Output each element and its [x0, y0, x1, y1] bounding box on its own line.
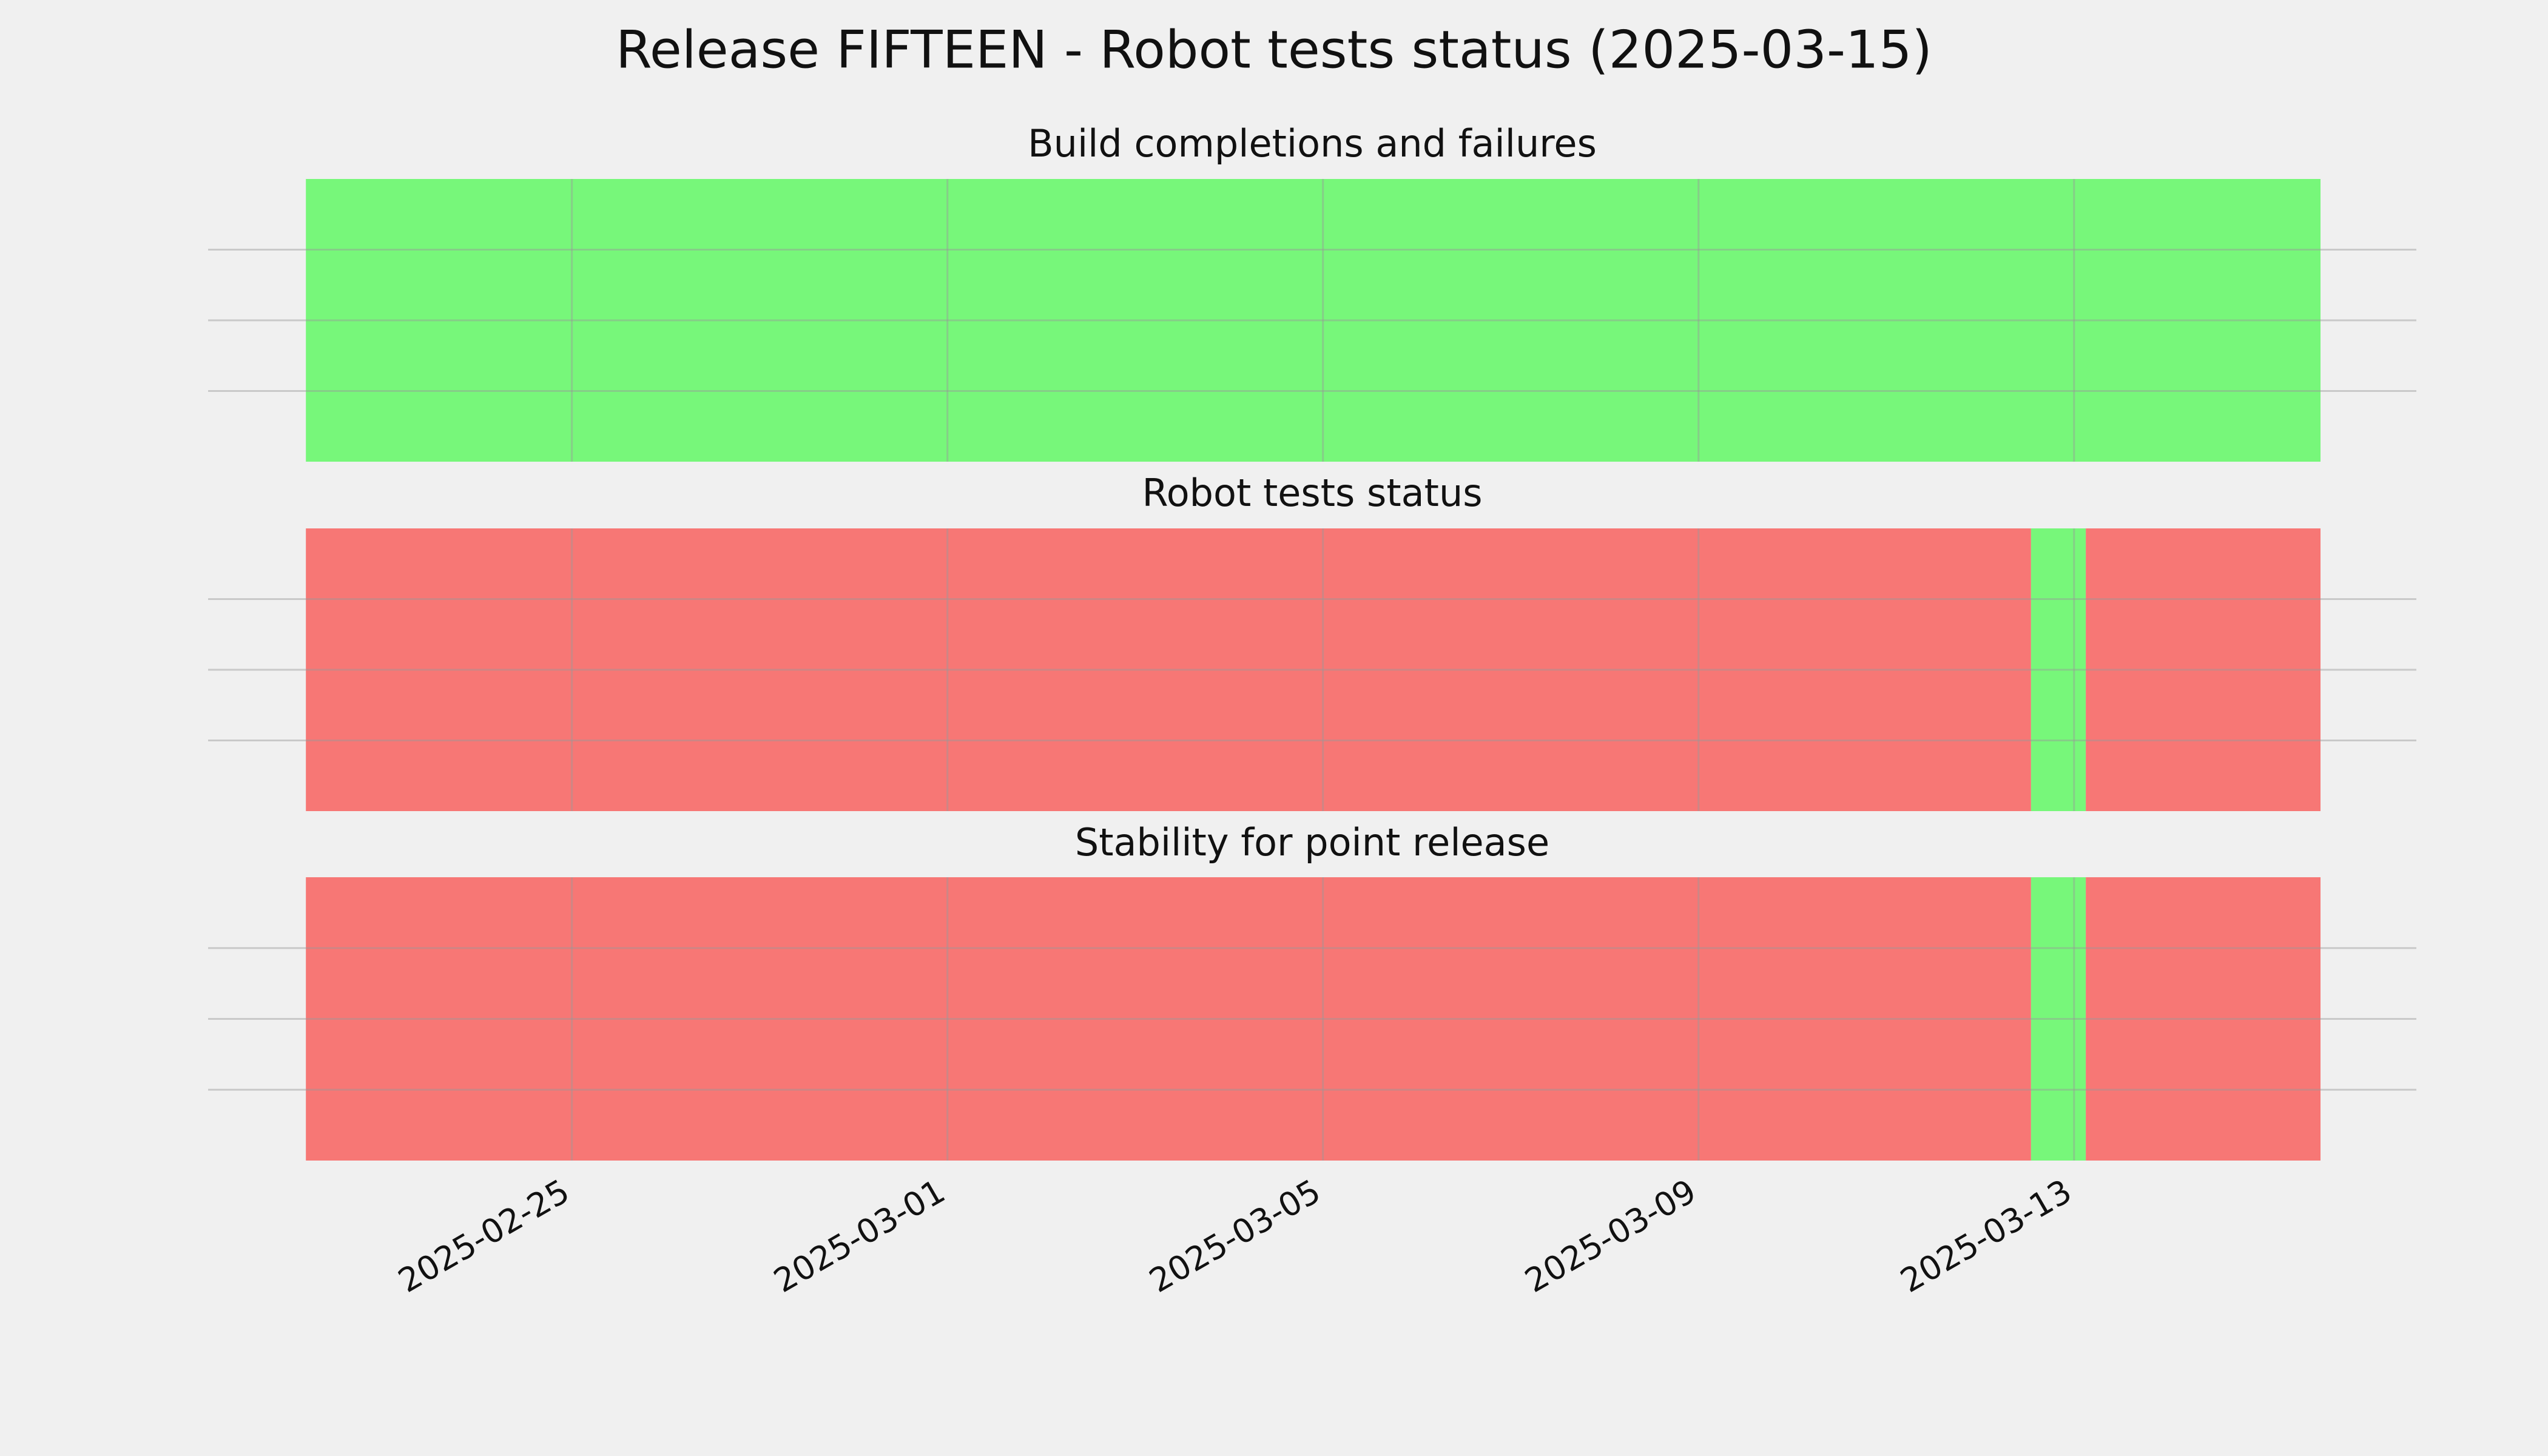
status-span: [2031, 528, 2086, 811]
x-tick-label: 2025-03-05: [1143, 1172, 1327, 1300]
status-span: [306, 528, 2031, 811]
status-span: [306, 877, 2031, 1161]
x-tick-label: 2025-03-13: [1894, 1172, 2078, 1300]
panel-title: Build completions and failures: [1028, 121, 1597, 166]
x-tick-label: 2025-03-09: [1518, 1172, 1702, 1300]
panel-title: Stability for point release: [1075, 820, 1549, 864]
panel-title: Robot tests status: [1142, 471, 1482, 515]
status-span: [2086, 528, 2321, 811]
status-span: [2086, 877, 2321, 1161]
chart-title: Release FIFTEEN - Robot tests status (20…: [616, 19, 1932, 80]
status-span: [306, 179, 2321, 462]
x-tick-label: 2025-02-25: [392, 1172, 576, 1300]
status-span: [2031, 877, 2086, 1161]
x-tick-label: 2025-03-01: [767, 1172, 951, 1300]
